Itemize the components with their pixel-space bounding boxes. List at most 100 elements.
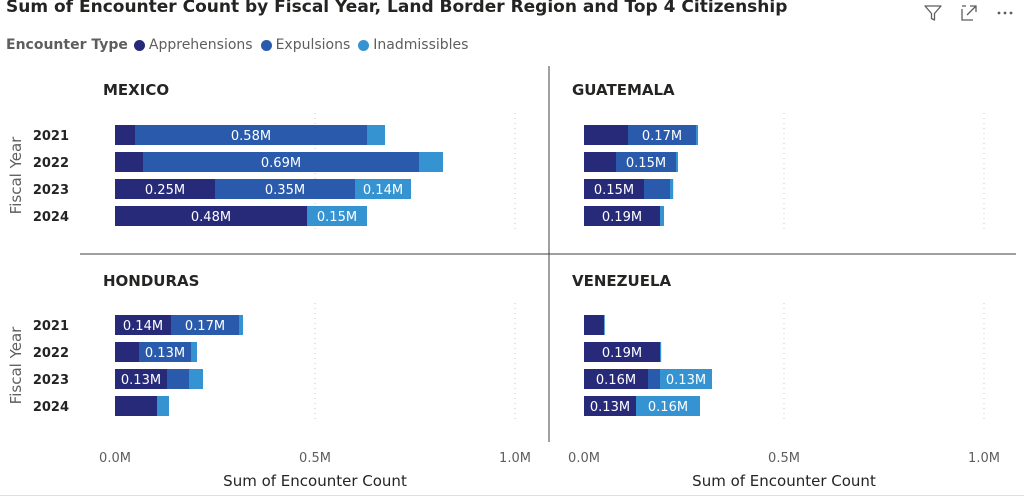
x-tick-label: 0.0M bbox=[568, 451, 600, 466]
bar-honduras-2023-expulsions bbox=[167, 369, 189, 389]
y-tick-label: 2024 bbox=[33, 210, 69, 225]
bar-honduras-2021-inadmissibles bbox=[239, 315, 243, 335]
filter-icon[interactable] bbox=[922, 2, 944, 24]
bar-honduras-2024-apprehensions bbox=[115, 396, 157, 416]
bar-honduras-2022-inadmissibles bbox=[191, 342, 197, 362]
data-label: 0.35M bbox=[265, 183, 305, 198]
panel-title-mexico: MEXICO bbox=[103, 81, 169, 99]
legend-item-apprehensions[interactable]: Apprehensions bbox=[133, 37, 253, 53]
bar-honduras-2021-apprehensions bbox=[115, 315, 171, 335]
bar-mexico-2022-inadmissibles bbox=[419, 152, 443, 172]
bar-mexico-2024-apprehensions bbox=[115, 206, 307, 226]
bar-guatemala-2021-expulsions bbox=[628, 125, 696, 145]
bar-honduras-2024-inadmissibles bbox=[157, 396, 169, 416]
data-label: 0.13M bbox=[666, 373, 706, 388]
panel-title-guatemala: GUATEMALA bbox=[572, 81, 675, 99]
bar-venezuela-2021-inadmissibles bbox=[604, 315, 605, 335]
bar-venezuela-2023-inadmissibles bbox=[660, 369, 712, 389]
legend-item-expulsions[interactable]: Expulsions bbox=[260, 37, 351, 53]
more-options-icon[interactable] bbox=[994, 2, 1016, 24]
y-tick-label: 2021 bbox=[33, 319, 69, 334]
bar-guatemala-2023-expulsions bbox=[644, 179, 670, 199]
y-tick-label: 2023 bbox=[33, 373, 69, 388]
bar-venezuela-2022-apprehensions bbox=[584, 342, 660, 362]
bar-honduras-2021-expulsions bbox=[171, 315, 239, 335]
chart-title: Sum of Encounter Count by Fiscal Year, L… bbox=[6, 0, 788, 17]
legend-label-expulsions: Expulsions bbox=[275, 37, 351, 53]
data-label: 0.14M bbox=[123, 319, 163, 334]
legend-title: Encounter Type bbox=[6, 37, 128, 53]
y-tick-label: 2021 bbox=[33, 129, 69, 144]
x-tick-label: 1.0M bbox=[499, 451, 531, 466]
bar-venezuela-2022-inadmissibles bbox=[660, 342, 662, 362]
bar-honduras-2023-inadmissibles bbox=[189, 369, 203, 389]
bar-mexico-2021-inadmissibles bbox=[367, 125, 385, 145]
data-label: 0.15M bbox=[594, 183, 634, 198]
y-tick-label: 2022 bbox=[33, 346, 69, 361]
legend-dot-expulsions bbox=[260, 39, 272, 51]
x-tick-label: 0.5M bbox=[299, 451, 331, 466]
legend-label-apprehensions: Apprehensions bbox=[148, 37, 253, 53]
data-label: 0.19M bbox=[602, 210, 642, 225]
y-tick-label: 2023 bbox=[33, 183, 69, 198]
bar-venezuela-2024-apprehensions bbox=[584, 396, 636, 416]
bar-honduras-2023-apprehensions bbox=[115, 369, 167, 389]
data-label: 0.19M bbox=[602, 346, 642, 361]
x-tick-label: 0.0M bbox=[99, 451, 131, 466]
focus-mode-icon[interactable] bbox=[958, 2, 980, 24]
y-axis-title: Fiscal Year bbox=[7, 136, 25, 214]
data-label: 0.16M bbox=[648, 400, 688, 415]
bar-mexico-2022-expulsions bbox=[143, 152, 419, 172]
bar-mexico-2023-apprehensions bbox=[115, 179, 215, 199]
data-label: 0.15M bbox=[626, 156, 666, 171]
data-label: 0.48M bbox=[191, 210, 231, 225]
bottom-divider bbox=[0, 495, 1024, 496]
x-axis-title: Sum of Encounter Count bbox=[692, 472, 876, 490]
bar-mexico-2021-expulsions bbox=[135, 125, 367, 145]
y-tick-label: 2022 bbox=[33, 156, 69, 171]
bar-mexico-2021-apprehensions bbox=[115, 125, 135, 145]
bar-guatemala-2021-apprehensions bbox=[584, 125, 628, 145]
bar-guatemala-2024-apprehensions bbox=[584, 206, 660, 226]
legend-dot-inadmissibles bbox=[358, 39, 370, 51]
data-label: 0.17M bbox=[185, 319, 225, 334]
x-axis-title: Sum of Encounter Count bbox=[223, 472, 407, 490]
bar-guatemala-2022-expulsions bbox=[616, 152, 676, 172]
data-label: 0.13M bbox=[121, 373, 161, 388]
data-label: 0.69M bbox=[261, 156, 301, 171]
bar-mexico-2024-inadmissibles bbox=[307, 206, 367, 226]
bar-guatemala-2022-inadmissibles bbox=[676, 152, 678, 172]
bar-mexico-2022-apprehensions bbox=[115, 152, 143, 172]
legend-dot-apprehensions bbox=[133, 39, 145, 51]
panel-title-honduras: HONDURAS bbox=[103, 272, 199, 290]
bar-guatemala-2023-apprehensions bbox=[584, 179, 644, 199]
data-label: 0.25M bbox=[145, 183, 185, 198]
bar-mexico-2023-inadmissibles bbox=[355, 179, 411, 199]
bar-guatemala-2024-inadmissibles bbox=[660, 206, 664, 226]
bar-guatemala-2022-apprehensions bbox=[584, 152, 616, 172]
visual-header-icons bbox=[922, 2, 1016, 24]
data-label: 0.13M bbox=[590, 400, 630, 415]
x-tick-label: 1.0M bbox=[968, 451, 1000, 466]
bar-venezuela-2023-apprehensions bbox=[584, 369, 648, 389]
data-label: 0.58M bbox=[231, 129, 271, 144]
y-tick-label: 2024 bbox=[33, 400, 69, 415]
data-label: 0.15M bbox=[317, 210, 357, 225]
bar-mexico-2023-expulsions bbox=[215, 179, 355, 199]
legend: Encounter Type Apprehensions Expulsions … bbox=[6, 37, 476, 53]
bar-guatemala-2021-inadmissibles bbox=[696, 125, 698, 145]
x-tick-label: 0.5M bbox=[768, 451, 800, 466]
panel-title-venezuela: VENEZUELA bbox=[572, 272, 672, 290]
bar-guatemala-2023-inadmissibles bbox=[670, 179, 674, 199]
data-label: 0.13M bbox=[145, 346, 185, 361]
data-label: 0.16M bbox=[596, 373, 636, 388]
bar-venezuela-2021-apprehensions bbox=[584, 315, 604, 335]
legend-label-inadmissibles: Inadmissibles bbox=[373, 37, 469, 53]
data-label: 0.17M bbox=[642, 129, 682, 144]
bar-venezuela-2023-expulsions bbox=[648, 369, 660, 389]
y-axis-title: Fiscal Year bbox=[7, 326, 25, 404]
bar-honduras-2022-apprehensions bbox=[115, 342, 139, 362]
legend-item-inadmissibles[interactable]: Inadmissibles bbox=[358, 37, 468, 53]
bar-venezuela-2024-inadmissibles bbox=[636, 396, 700, 416]
